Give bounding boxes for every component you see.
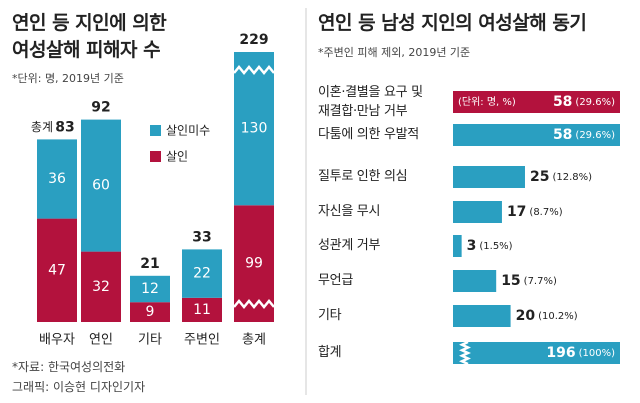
source: *자료: 한국여성의전화 bbox=[12, 360, 126, 374]
total-label: 21 bbox=[140, 256, 159, 272]
x-tick-label: 총계 bbox=[242, 333, 266, 348]
bar bbox=[453, 235, 462, 257]
percent-label: (10.2%) bbox=[538, 311, 578, 322]
value-label: 25 bbox=[530, 169, 549, 185]
y-tick-label: 기타 bbox=[318, 308, 342, 323]
total-label: 83 bbox=[55, 119, 74, 135]
value-label: 60 bbox=[92, 178, 110, 194]
value-label: 3 bbox=[467, 238, 477, 254]
y-tick-label: 성관계 거부 bbox=[318, 238, 381, 253]
bar bbox=[453, 91, 620, 113]
bar-segment bbox=[182, 249, 222, 298]
break-mark bbox=[458, 340, 472, 366]
bar-segment bbox=[130, 275, 170, 303]
bar-segment bbox=[182, 297, 222, 322]
value-label: 22 bbox=[193, 266, 211, 282]
y-tick-label: 자신을 무시 bbox=[318, 204, 381, 219]
x-tick-label: 배우자 bbox=[39, 333, 75, 348]
credit: 그래픽: 이승현 디자인기자 bbox=[12, 380, 146, 394]
value-label: 32 bbox=[92, 279, 110, 295]
value-label: 196 bbox=[546, 345, 575, 361]
break-mark bbox=[233, 65, 275, 75]
percent-label: (29.6%) bbox=[575, 97, 615, 108]
legend-label: 살인 bbox=[166, 150, 188, 164]
bar bbox=[453, 342, 620, 364]
break-mark bbox=[233, 299, 275, 309]
value-label: 130 bbox=[241, 121, 268, 137]
value-label: 9 bbox=[146, 304, 155, 320]
bar-segment bbox=[37, 139, 77, 219]
chart-subtitle: *단위: 명, 2019년 기준 bbox=[12, 72, 124, 85]
y-tick-label: 이혼·결별을 요구 및 재결합·만남 거부 bbox=[318, 85, 423, 119]
percent-label: (1.5%) bbox=[479, 241, 512, 252]
x-tick-label: 기타 bbox=[138, 333, 162, 348]
bar bbox=[453, 201, 502, 223]
value-label: 58 bbox=[553, 94, 572, 110]
bar bbox=[453, 124, 620, 146]
y-tick-label: 무언급 bbox=[318, 273, 353, 288]
bar bbox=[453, 166, 525, 188]
percent-label: (12.8%) bbox=[552, 172, 592, 183]
value-label: 17 bbox=[507, 204, 526, 220]
value-label: 12 bbox=[141, 281, 159, 297]
bar-segment bbox=[81, 251, 121, 322]
chart-title: 연인 등 지인에 의한 여성살해 피해자 수 bbox=[12, 12, 167, 61]
value-label: 47 bbox=[48, 262, 66, 278]
y-tick-label: 합계 bbox=[318, 345, 342, 360]
y-tick-label: 질투로 인한 의심 bbox=[318, 169, 408, 184]
percent-label: (29.6%) bbox=[575, 130, 615, 141]
percent-label: (7.7%) bbox=[524, 276, 557, 287]
bar-segment bbox=[234, 52, 274, 206]
total-label: 229 bbox=[239, 32, 268, 48]
value-label: 99 bbox=[245, 256, 263, 272]
total-label: 33 bbox=[192, 229, 211, 245]
x-tick-label: 주변인 bbox=[184, 333, 220, 348]
value-label: 11 bbox=[193, 302, 211, 318]
legend-label: 살인미수 bbox=[166, 124, 210, 138]
bar bbox=[453, 305, 511, 327]
percent-label: (100%) bbox=[579, 348, 615, 359]
chart-title: 연인 등 남성 지인의 여성살해 동기 bbox=[318, 12, 587, 34]
y-tick-label: 다툼에 의한 우발적 bbox=[318, 127, 419, 142]
value-label: 20 bbox=[516, 308, 536, 324]
unit-note: (단위: 명, %) bbox=[458, 95, 516, 108]
bar bbox=[453, 270, 497, 292]
total-label: 92 bbox=[91, 100, 110, 116]
value-label: 36 bbox=[48, 171, 66, 187]
bar-segment bbox=[130, 302, 170, 322]
value-label: 15 bbox=[501, 273, 520, 289]
percent-label: (8.7%) bbox=[529, 207, 562, 218]
chart-subtitle: *주변인 피해 제외, 2019년 기준 bbox=[318, 46, 471, 59]
x-tick-label: 연인 bbox=[89, 333, 113, 348]
legend-swatch bbox=[150, 151, 161, 162]
bar-segment bbox=[81, 119, 121, 252]
bar-segment bbox=[37, 218, 77, 322]
legend-swatch bbox=[150, 125, 161, 136]
value-label: 58 bbox=[553, 127, 572, 143]
total-prefix: 총계 bbox=[31, 120, 53, 134]
